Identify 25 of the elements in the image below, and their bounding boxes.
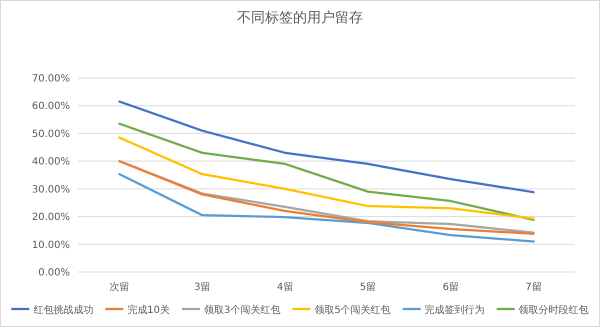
y-tick-label: 70.00%	[32, 74, 70, 84]
x-tick-label: 5留	[360, 281, 376, 293]
legend-label: 完成签到行为	[424, 304, 485, 316]
y-tick-label: 50.00%	[32, 128, 70, 140]
legend-label: 完成10关	[127, 304, 170, 316]
x-tick-label: 次留	[109, 281, 130, 293]
line-series	[118, 100, 535, 194]
y-tick-label: 40.00%	[32, 156, 70, 168]
line-series	[118, 173, 535, 243]
y-tick-label: 60.00%	[32, 101, 70, 112]
y-tick-label: 30.00%	[32, 184, 70, 196]
line-series	[118, 122, 535, 222]
y-tick-label: 20.00%	[32, 212, 70, 224]
x-tick-label: 3留	[194, 281, 210, 293]
y-tick-label: 0.00%	[38, 268, 70, 278]
x-tick-label: 6留	[442, 281, 459, 293]
line-series	[118, 136, 535, 220]
x-tick-label: 7留	[525, 281, 542, 293]
y-tick-label: 10.00%	[32, 240, 70, 251]
legend-label: 领取分时段红包	[518, 304, 589, 316]
legend-label: 红包挑战成功	[33, 304, 94, 316]
chart-title: 不同标签的用户留存	[237, 10, 363, 26]
legend-label: 领取3个闯关红包	[204, 304, 280, 316]
legend-label: 领取5个闯关红包	[314, 304, 391, 316]
x-tick-label: 4留	[276, 281, 294, 293]
